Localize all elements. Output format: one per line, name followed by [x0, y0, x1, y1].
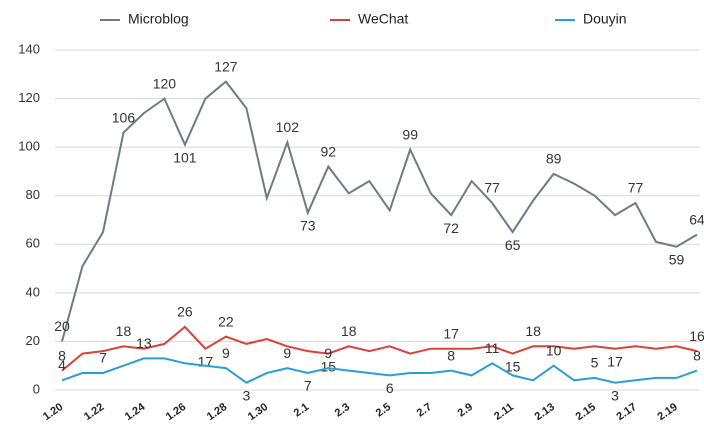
- data-label: 6: [386, 380, 394, 396]
- data-label: 127: [214, 58, 238, 74]
- y-tick-label: 40: [26, 284, 40, 299]
- data-label: 7: [99, 350, 107, 366]
- y-tick-label: 80: [26, 187, 40, 202]
- data-label: 99: [402, 126, 418, 142]
- data-label: 89: [546, 151, 562, 167]
- data-label: 4: [58, 357, 66, 373]
- y-tick-label: 60: [26, 236, 40, 251]
- data-label: 106: [112, 109, 136, 125]
- x-tick-label: 2.15: [574, 401, 598, 423]
- data-label: 11: [485, 340, 500, 356]
- data-label: 102: [276, 119, 300, 135]
- x-tick-label: 2.11: [492, 401, 516, 423]
- data-label: 5: [591, 355, 599, 371]
- data-label: 15: [321, 358, 337, 374]
- x-tick-label: 1.30: [246, 401, 270, 423]
- series-line: [61, 357, 698, 384]
- data-label: 22: [218, 313, 234, 329]
- x-tick-label: 1.20: [41, 401, 65, 423]
- y-tick-label: 120: [18, 90, 40, 105]
- x-tick-label: 1.24: [123, 401, 148, 424]
- x-tick-label: 2.7: [415, 401, 434, 420]
- data-label: 9: [324, 345, 332, 361]
- x-tick-label: 2.1: [292, 401, 311, 420]
- data-label: 101: [173, 149, 197, 165]
- y-tick-label: 140: [18, 41, 40, 56]
- data-label: 120: [153, 75, 177, 91]
- x-tick-label: 2.19: [655, 401, 679, 423]
- data-label: 64: [689, 211, 704, 227]
- data-label: 9: [222, 345, 230, 361]
- data-label: 9: [283, 345, 291, 361]
- x-tick-label: 2.13: [533, 401, 557, 423]
- data-label: 8: [58, 347, 66, 363]
- data-label: 59: [669, 251, 685, 267]
- series-line: [61, 80, 698, 342]
- data-label: 8: [693, 347, 701, 363]
- data-label: 77: [628, 180, 644, 196]
- data-label: 18: [116, 323, 132, 339]
- data-label: 3: [242, 387, 250, 403]
- data-label: 7: [304, 378, 312, 394]
- legend-label: Microblog: [128, 11, 189, 27]
- data-label: 92: [321, 143, 337, 159]
- legend-label: Douyin: [583, 11, 627, 27]
- y-tick-label: 20: [26, 333, 40, 348]
- data-label: 17: [607, 353, 623, 369]
- data-label: 8: [447, 347, 455, 363]
- data-label: 72: [443, 220, 459, 236]
- data-label: 26: [177, 304, 193, 320]
- x-tick-label: 2.3: [333, 401, 352, 420]
- data-label: 65: [505, 237, 521, 253]
- data-label: 17: [443, 325, 459, 341]
- x-tick-label: 2.9: [456, 401, 475, 420]
- data-label: 18: [525, 323, 541, 339]
- data-label: 16: [689, 328, 704, 344]
- data-label: 15: [505, 358, 521, 374]
- x-tick-label: 1.26: [164, 401, 188, 423]
- y-tick-label: 100: [18, 139, 40, 154]
- data-label: 10: [546, 342, 562, 358]
- y-tick-label: 0: [33, 381, 40, 396]
- data-label: 13: [136, 335, 152, 351]
- data-label: 20: [54, 318, 70, 334]
- x-tick-label: 1.22: [82, 401, 106, 423]
- data-label: 18: [341, 323, 357, 339]
- x-tick-label: 2.5: [374, 401, 393, 420]
- x-tick-label: 2.17: [615, 401, 639, 423]
- data-label: 77: [484, 180, 500, 196]
- x-tick-label: 1.28: [205, 401, 229, 423]
- legend-label: WeChat: [358, 11, 408, 27]
- data-label: 3: [611, 387, 619, 403]
- data-label: 73: [300, 217, 316, 233]
- series-line: [61, 325, 698, 372]
